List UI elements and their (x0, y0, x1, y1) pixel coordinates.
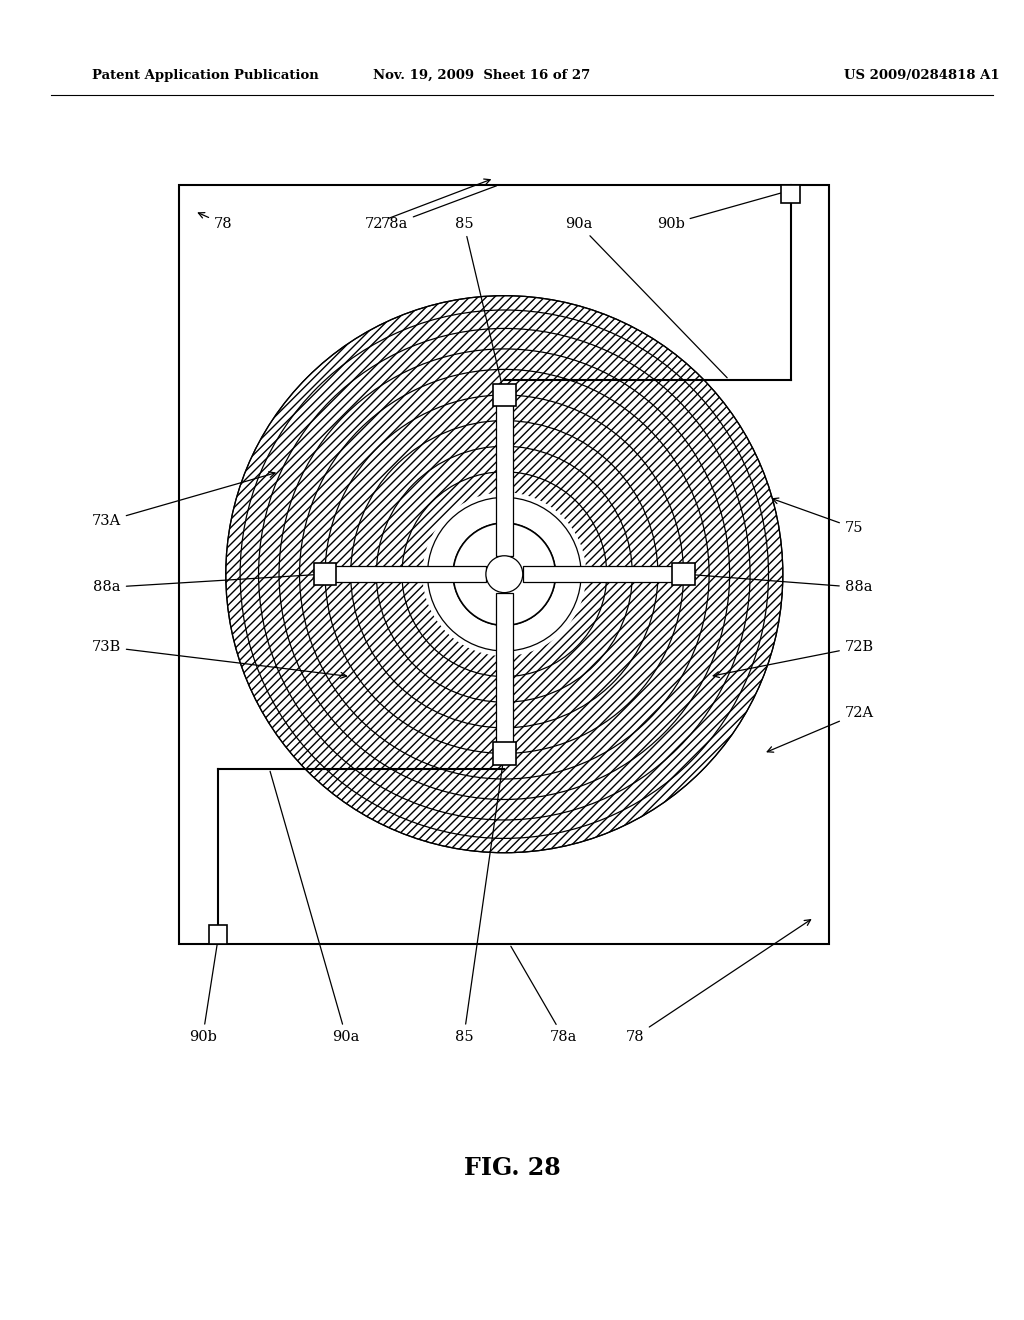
Text: 90b: 90b (656, 191, 787, 231)
Bar (494, 742, 516, 764)
Text: Patent Application Publication: Patent Application Publication (92, 69, 318, 82)
Text: Nov. 19, 2009  Sheet 16 of 27: Nov. 19, 2009 Sheet 16 of 27 (373, 69, 590, 82)
Bar (522, 566, 684, 582)
Text: 72: 72 (365, 180, 490, 231)
Circle shape (485, 556, 522, 593)
Circle shape (225, 296, 783, 853)
Text: 73B: 73B (91, 640, 346, 678)
Text: 78: 78 (626, 920, 811, 1044)
Text: 72A: 72A (767, 706, 873, 752)
Text: 78a: 78a (381, 186, 497, 231)
Text: 73A: 73A (91, 471, 275, 528)
Bar (496, 593, 512, 754)
Bar (325, 566, 485, 582)
Circle shape (453, 523, 555, 626)
Text: 85: 85 (455, 216, 504, 392)
Text: 85: 85 (455, 756, 504, 1044)
Text: 90a: 90a (270, 771, 359, 1044)
Text: 75: 75 (772, 498, 863, 535)
Text: US 2009/0284818 A1: US 2009/0284818 A1 (844, 69, 999, 82)
Text: 88a: 88a (93, 572, 318, 594)
Text: 90b: 90b (188, 941, 218, 1044)
Bar (496, 395, 512, 556)
Bar (672, 562, 694, 586)
Bar (494, 384, 516, 407)
Text: 88a: 88a (690, 572, 872, 594)
Text: 78: 78 (199, 213, 232, 231)
Bar (179, 185, 829, 944)
Text: 78a: 78a (511, 946, 577, 1044)
Text: 72B: 72B (713, 640, 873, 677)
Bar (781, 185, 800, 203)
Text: 90a: 90a (565, 216, 727, 378)
Bar (209, 925, 227, 944)
Text: FIG. 28: FIG. 28 (464, 1156, 560, 1180)
Bar (313, 562, 336, 586)
Circle shape (422, 492, 586, 656)
